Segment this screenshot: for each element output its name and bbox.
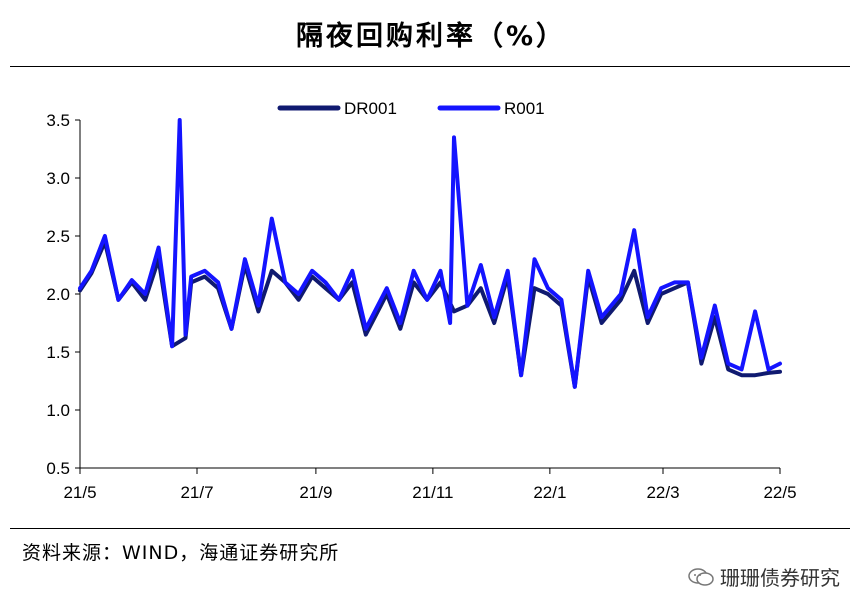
y-tick-label: 0.5 <box>46 459 70 478</box>
x-tick-label: 22/3 <box>646 483 679 502</box>
x-tick-label: 22/5 <box>763 483 796 502</box>
watermark: 珊珊债券研究 <box>688 562 840 591</box>
x-tick-label: 21/5 <box>63 483 96 502</box>
y-tick-label: 3.5 <box>46 111 70 130</box>
x-tick-label: 21/9 <box>299 483 332 502</box>
series-line-r001 <box>78 118 782 389</box>
y-tick-label: 1.5 <box>46 343 70 362</box>
series-layer <box>78 118 782 389</box>
y-tick-label: 2.5 <box>46 227 70 246</box>
title-bar: 隔夜回购利率（%） <box>0 0 862 66</box>
y-tick-label: 2.0 <box>46 285 70 304</box>
chart-title: 隔夜回购利率（%） <box>295 21 567 52</box>
axes: 0.5 1.0 1.5 2.0 2.5 3.0 3.5 21/5 21/7 21/9 21/11 22… <box>46 111 796 502</box>
legend-label-dr001: DR001 <box>344 99 397 118</box>
y-tick-label: 1.0 <box>46 401 70 420</box>
wechat-icon <box>688 567 714 586</box>
legend-label-r001: R001 <box>504 99 545 118</box>
x-tick-label: 21/7 <box>180 483 213 502</box>
x-tick-label: 21/11 <box>412 483 453 502</box>
source-note: 资料来源：WIND，海通证券研究所 <box>22 542 340 564</box>
x-tick-label: 22/1 <box>533 483 566 502</box>
source-divider-line <box>10 528 850 529</box>
chart-area: 0.5 1.0 1.5 2.0 2.5 3.0 3.5 21/5 21/7 21/9 21/11 22… <box>46 99 796 502</box>
legend: DR001 R001 <box>277 99 545 118</box>
title-divider-line <box>10 66 850 67</box>
y-tick-label: 3.0 <box>46 169 70 188</box>
watermark-text: 珊珊债券研究 <box>720 566 840 590</box>
